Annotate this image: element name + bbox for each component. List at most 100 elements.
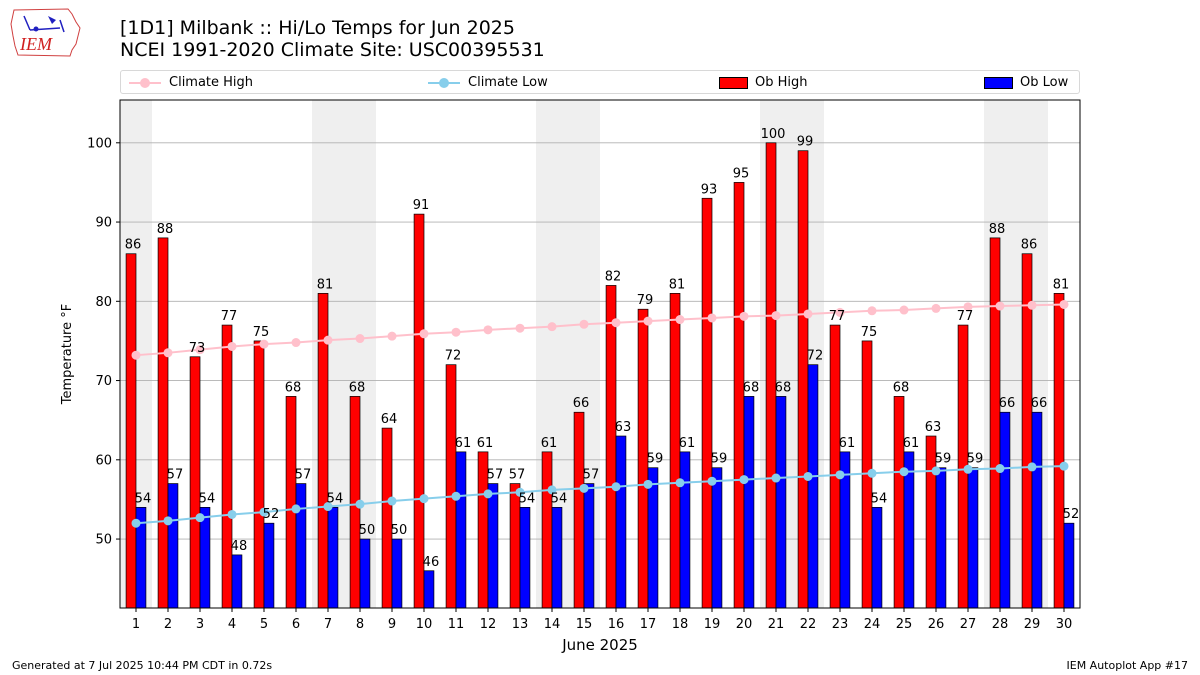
- ob-low-label: 54: [327, 491, 344, 506]
- ob-low-label: 54: [871, 491, 888, 506]
- x-tick-label: 18: [672, 617, 689, 632]
- x-tick-label: 21: [768, 617, 785, 632]
- climate-low-point: [451, 491, 461, 501]
- ob-high-bar: [1053, 293, 1065, 609]
- x-tick-label: 1: [132, 617, 140, 632]
- ob-high-bar: [797, 150, 809, 609]
- ob-low-label: 72: [807, 349, 824, 364]
- x-tick-label: 20: [736, 617, 753, 632]
- y-tick-label: 80: [95, 295, 112, 310]
- climate-high-point: [803, 309, 813, 319]
- climate-low-line: [135, 465, 1065, 525]
- y-tick-label: 60: [95, 453, 112, 468]
- ob-low-label: 50: [391, 523, 408, 538]
- ob-low-bar: [327, 507, 339, 609]
- ob-high-bar: [125, 253, 137, 609]
- ob-high-label: 81: [1053, 277, 1070, 292]
- ob-high-label: 68: [893, 380, 910, 395]
- climate-high-point: [419, 329, 429, 339]
- climate-high-point: [899, 305, 909, 315]
- climate-low-point: [611, 482, 621, 492]
- climate-high-point: [387, 331, 397, 341]
- ob-low-bar: [231, 554, 243, 609]
- climate-low-point: [515, 487, 525, 497]
- ob-low-bar: [679, 451, 691, 609]
- climate-high-point: [675, 315, 685, 325]
- climate-high-point: [451, 327, 461, 337]
- y-tick-label: 100: [87, 136, 112, 151]
- ob-low-label: 57: [295, 468, 312, 483]
- ob-low-bar: [455, 451, 467, 609]
- ob-high-label: 75: [861, 325, 878, 340]
- ob-low-label: 61: [903, 436, 920, 451]
- ob-high-label: 100: [761, 127, 786, 142]
- ob-low-bar: [935, 467, 947, 609]
- climate-low-point: [163, 516, 173, 526]
- ob-low-bar: [775, 396, 787, 609]
- climate-low-point: [259, 507, 269, 517]
- x-tick-label: 11: [448, 617, 465, 632]
- climate-high-point: [547, 322, 557, 332]
- ob-low-bar: [263, 522, 275, 609]
- x-tick-label: 23: [832, 617, 849, 632]
- climate-high-point: [643, 316, 653, 326]
- climate-low-point: [643, 479, 653, 489]
- ob-high-bar: [541, 451, 553, 609]
- ob-high-label: 93: [701, 182, 718, 197]
- x-tick-label: 15: [576, 617, 593, 632]
- ob-low-label: 46: [423, 555, 440, 570]
- ob-low-bar: [615, 435, 627, 609]
- ob-high-bar: [189, 356, 201, 609]
- ob-low-label: 66: [1031, 396, 1048, 411]
- climate-low-point: [355, 499, 365, 509]
- ob-low-bar: [199, 507, 211, 609]
- ob-low-bar: [647, 467, 659, 609]
- ob-high-bar: [829, 324, 841, 609]
- ob-high-label: 77: [957, 309, 974, 324]
- ob-high-bar: [893, 396, 905, 609]
- climate-low-point: [195, 513, 205, 523]
- climate-low-point: [739, 475, 749, 485]
- ob-low-bar: [519, 507, 531, 609]
- climate-low-point: [995, 464, 1005, 474]
- climate-high-point: [131, 350, 141, 360]
- climate-low-point: [483, 489, 493, 499]
- climate-low-point: [675, 478, 685, 488]
- climate-high-point: [995, 301, 1005, 311]
- ob-high-label: 88: [157, 222, 174, 237]
- ob-high-label: 77: [829, 309, 846, 324]
- climate-low-point: [131, 518, 141, 528]
- ob-low-label: 59: [711, 452, 728, 467]
- ob-low-label: 59: [647, 452, 664, 467]
- ob-high-bar: [253, 340, 265, 609]
- climate-high-point: [835, 307, 845, 317]
- climate-low-point: [867, 468, 877, 478]
- climate-low-point: [1027, 462, 1037, 472]
- ob-high-bar: [285, 396, 297, 609]
- ob-high-label: 64: [381, 412, 398, 427]
- climate-high-point: [611, 318, 621, 328]
- ob-low-bar: [743, 396, 755, 609]
- ob-high-bar: [765, 142, 777, 609]
- climate-low-point: [963, 464, 973, 474]
- ob-low-label: 54: [135, 491, 152, 506]
- climate-high-point: [515, 323, 525, 333]
- climate-low-point: [323, 502, 333, 512]
- x-tick-label: 9: [388, 617, 396, 632]
- x-tick-label: 19: [704, 617, 721, 632]
- ob-high-label: 61: [541, 436, 558, 451]
- climate-low-point: [579, 483, 589, 493]
- climate-low-point: [291, 504, 301, 514]
- ob-low-bar: [1031, 411, 1043, 609]
- x-tick-label: 17: [640, 617, 657, 632]
- ob-low-label: 57: [583, 468, 600, 483]
- ob-low-label: 54: [199, 491, 216, 506]
- x-tick-label: 16: [608, 617, 625, 632]
- x-tick-label: 5: [260, 617, 268, 632]
- ob-low-bar: [551, 507, 563, 609]
- ob-high-label: 57: [509, 468, 526, 483]
- climate-high-point: [1027, 300, 1037, 310]
- climate-low-point: [803, 471, 813, 481]
- ob-low-label: 63: [615, 420, 632, 435]
- ob-low-label: 48: [231, 539, 248, 554]
